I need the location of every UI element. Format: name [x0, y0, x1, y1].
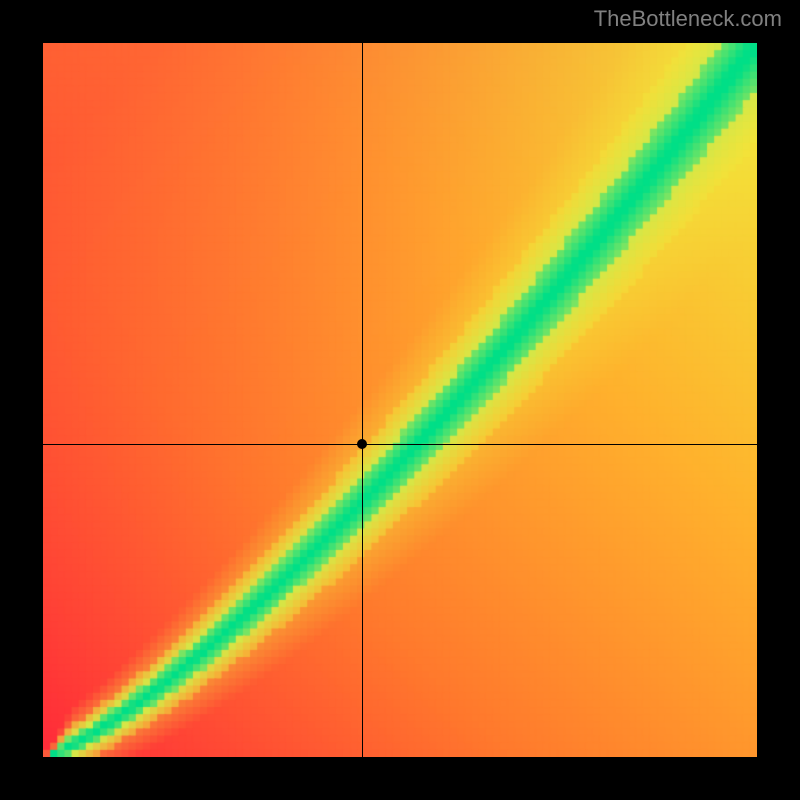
- plot-area: [43, 43, 757, 757]
- crosshair-horizontal: [43, 444, 757, 445]
- watermark-text: TheBottleneck.com: [594, 6, 782, 32]
- crosshair-vertical: [362, 43, 363, 757]
- selection-marker: [357, 439, 367, 449]
- bottleneck-heatmap: [43, 43, 757, 757]
